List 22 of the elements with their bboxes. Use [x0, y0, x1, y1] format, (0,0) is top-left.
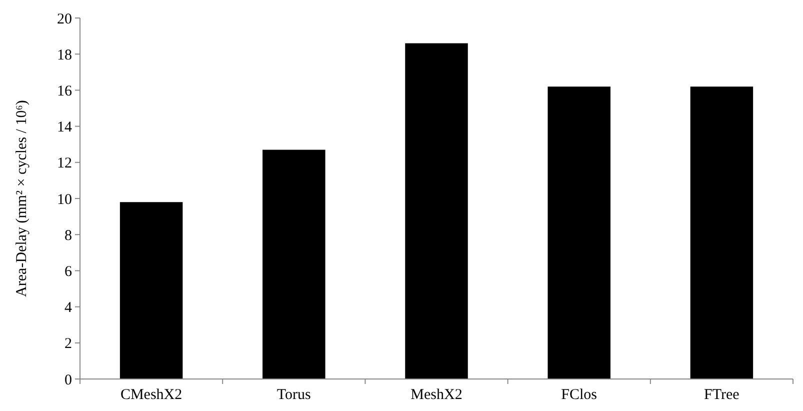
y-axis-title: Area-Delay (mm² × cycles / 10⁶)	[14, 100, 30, 297]
y-tick-label: 4	[64, 300, 72, 316]
y-tick-label: 0	[64, 372, 72, 388]
y-tick-label: 6	[64, 264, 72, 280]
x-tick-label: MeshX2	[410, 387, 462, 403]
x-tick-label: Torus	[276, 387, 312, 403]
x-tick-label: FClos	[561, 387, 598, 403]
y-tick-label: 12	[57, 156, 72, 172]
y-tick-label: 10	[57, 192, 72, 208]
y-tick-label: 2	[64, 336, 72, 352]
y-tick-label: 20	[57, 11, 72, 28]
x-tick-label: CMeshX2	[120, 387, 182, 403]
bar	[690, 86, 754, 379]
bar	[405, 43, 468, 379]
y-tick-label: 18	[57, 47, 72, 64]
y-tick-label: 16	[57, 83, 72, 100]
x-tick-label: FTree	[704, 387, 740, 403]
bar	[262, 150, 326, 379]
y-tick-label: 14	[57, 120, 72, 136]
bar	[120, 202, 183, 379]
y-tick-label: 8	[64, 228, 72, 244]
bar	[548, 86, 610, 379]
